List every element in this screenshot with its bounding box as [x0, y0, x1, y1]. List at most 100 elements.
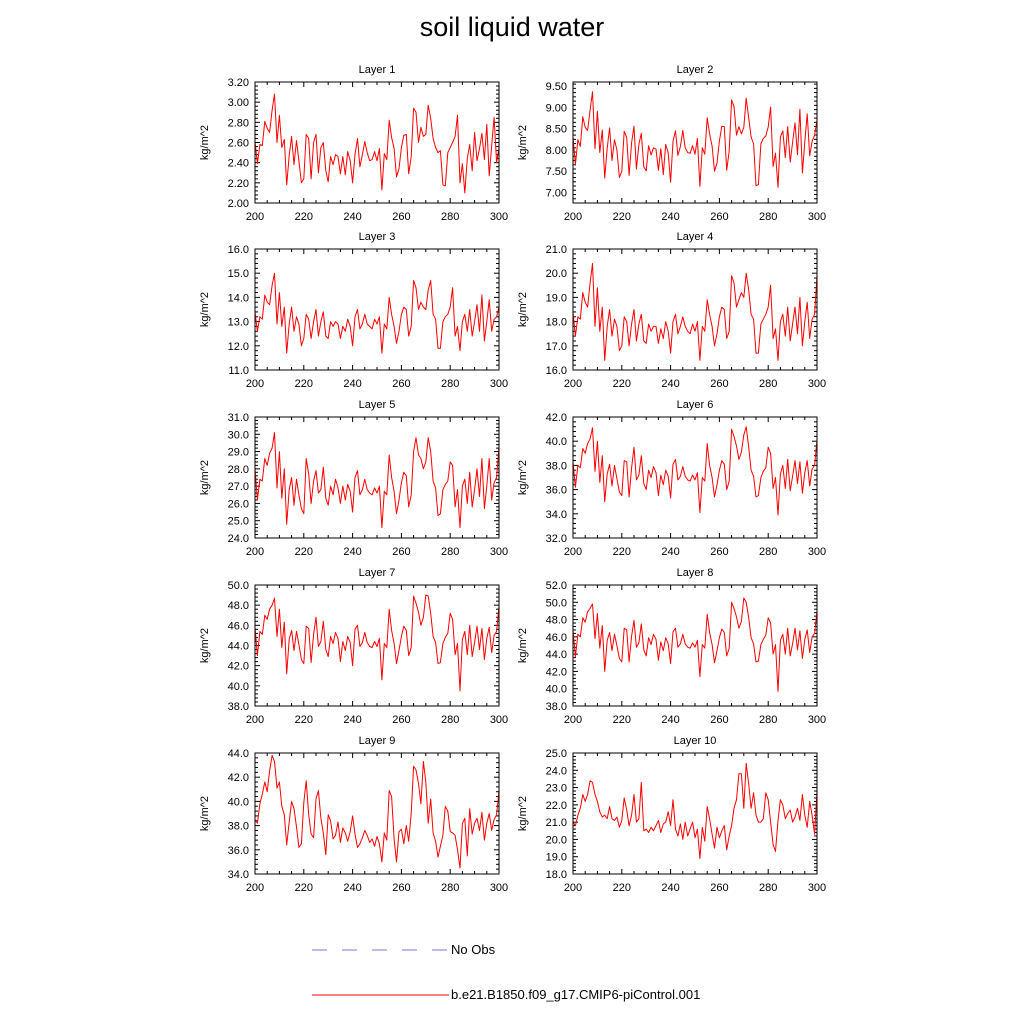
x-tick-label: 300 — [490, 882, 508, 894]
y-axis-label: kg/m^2 — [517, 292, 529, 327]
series-line — [254, 754, 500, 869]
y-tick-label: 21.0 — [546, 817, 567, 829]
x-tick-label: 240 — [343, 714, 361, 726]
y-tick-label: 42.0 — [228, 772, 249, 784]
x-tick-label: 280 — [441, 211, 459, 223]
y-axis-label: kg/m^2 — [199, 292, 211, 327]
y-tick-label: 25.0 — [546, 748, 567, 760]
chart-panel-layer-10: Layer 10 kg/m^2 200 220 240 260 280 300 18.0 19.0… — [517, 735, 826, 894]
plot-frame — [254, 81, 500, 204]
y-tick-label: 2.40 — [228, 158, 249, 170]
y-tick-label: 30.0 — [228, 429, 249, 441]
x-tick-label: 260 — [392, 882, 410, 894]
y-axis-label: kg/m^2 — [517, 796, 529, 831]
x-tick-label: 280 — [759, 714, 777, 726]
x-tick-label: 240 — [661, 546, 679, 558]
x-tick-label: 280 — [759, 378, 777, 390]
plot-frame — [572, 584, 818, 707]
x-tick-label: 280 — [759, 211, 777, 223]
x-tick-label: 260 — [710, 546, 728, 558]
y-tick-label: 23.0 — [546, 783, 567, 795]
y-tick-label: 40.0 — [228, 681, 249, 693]
legend-obs-label: No Obs — [451, 942, 496, 957]
chart-panel-layer-7: Layer 7 kg/m^2 200 220 240 260 280 300 38.0 40.0 4… — [199, 567, 508, 726]
plot-frame — [254, 752, 500, 875]
chart-panel-layer-9: Layer 9 kg/m^2 200 220 240 260 280 300 34.0 36.0 3… — [199, 735, 508, 894]
y-tick-label: 8.00 — [546, 145, 567, 157]
x-tick-label: 300 — [490, 546, 508, 558]
x-tick-label: 240 — [343, 211, 361, 223]
panel-title: Layer 10 — [674, 735, 717, 747]
x-tick-label: 300 — [490, 378, 508, 390]
x-tick-label: 280 — [759, 882, 777, 894]
series-line — [572, 426, 818, 516]
x-tick-label: 200 — [246, 546, 264, 558]
y-tick-label: 7.50 — [546, 166, 567, 178]
y-tick-label: 12.0 — [228, 341, 249, 353]
x-tick-label: 300 — [808, 378, 826, 390]
y-tick-label: 18.0 — [546, 317, 567, 329]
y-tick-label: 34.0 — [228, 869, 249, 881]
y-tick-label: 42.0 — [546, 412, 567, 424]
x-tick-label: 200 — [564, 882, 582, 894]
y-tick-label: 13.0 — [228, 317, 249, 329]
y-tick-label: 2.20 — [228, 178, 249, 190]
x-tick-label: 260 — [392, 378, 410, 390]
x-tick-label: 300 — [490, 211, 508, 223]
x-tick-label: 260 — [710, 211, 728, 223]
panel-title: Layer 5 — [359, 399, 396, 411]
x-tick-label: 260 — [710, 378, 728, 390]
panel-title: Layer 1 — [359, 64, 396, 76]
x-tick-label: 200 — [564, 211, 582, 223]
y-tick-label: 19.0 — [546, 292, 567, 304]
x-tick-label: 200 — [564, 714, 582, 726]
y-tick-label: 25.0 — [228, 516, 249, 528]
y-tick-label: 48.0 — [228, 600, 249, 612]
y-axis-label: kg/m^2 — [199, 796, 211, 831]
y-tick-label: 3.20 — [228, 77, 249, 89]
x-tick-label: 200 — [246, 714, 264, 726]
x-tick-label: 240 — [661, 211, 679, 223]
y-tick-label: 20.0 — [546, 834, 567, 846]
plot-frame — [572, 248, 818, 371]
series-line — [572, 91, 818, 188]
x-tick-label: 200 — [246, 882, 264, 894]
x-tick-label: 300 — [808, 546, 826, 558]
y-tick-label: 2.80 — [228, 117, 249, 129]
plot-frame — [572, 81, 818, 204]
panel-title: Layer 2 — [677, 64, 714, 76]
y-tick-label: 15.0 — [228, 268, 249, 280]
y-tick-label: 32.0 — [546, 533, 567, 545]
x-tick-label: 280 — [441, 882, 459, 894]
y-tick-label: 27.0 — [228, 481, 249, 493]
y-tick-label: 40.0 — [546, 684, 567, 696]
y-tick-label: 44.0 — [228, 641, 249, 653]
x-tick-label: 240 — [343, 378, 361, 390]
y-tick-label: 40.0 — [228, 796, 249, 808]
x-tick-label: 220 — [295, 882, 313, 894]
panel-title: Layer 4 — [677, 231, 714, 243]
x-tick-label: 220 — [295, 211, 313, 223]
x-tick-label: 220 — [613, 546, 631, 558]
x-tick-label: 260 — [710, 714, 728, 726]
panel-title: Layer 9 — [359, 735, 396, 747]
y-tick-label: 38.0 — [546, 701, 567, 713]
x-tick-label: 200 — [246, 211, 264, 223]
plot-frame — [572, 416, 818, 539]
x-tick-label: 260 — [392, 546, 410, 558]
x-tick-label: 300 — [808, 211, 826, 223]
x-tick-label: 260 — [710, 882, 728, 894]
series-line — [254, 594, 500, 692]
plot-frame — [254, 584, 500, 707]
x-tick-label: 240 — [343, 882, 361, 894]
x-tick-label: 280 — [441, 714, 459, 726]
y-tick-label: 2.00 — [228, 198, 249, 210]
x-tick-label: 280 — [441, 546, 459, 558]
y-axis-label: kg/m^2 — [517, 125, 529, 160]
x-tick-label: 220 — [613, 211, 631, 223]
y-tick-label: 22.0 — [546, 800, 567, 812]
y-tick-label: 20.0 — [546, 268, 567, 280]
chart-panel-layer-5: Layer 5 kg/m^2 200 220 240 260 280 300 24.0 25.0 2… — [199, 399, 508, 558]
plot-frame — [254, 248, 500, 371]
plot-frame — [572, 752, 818, 875]
